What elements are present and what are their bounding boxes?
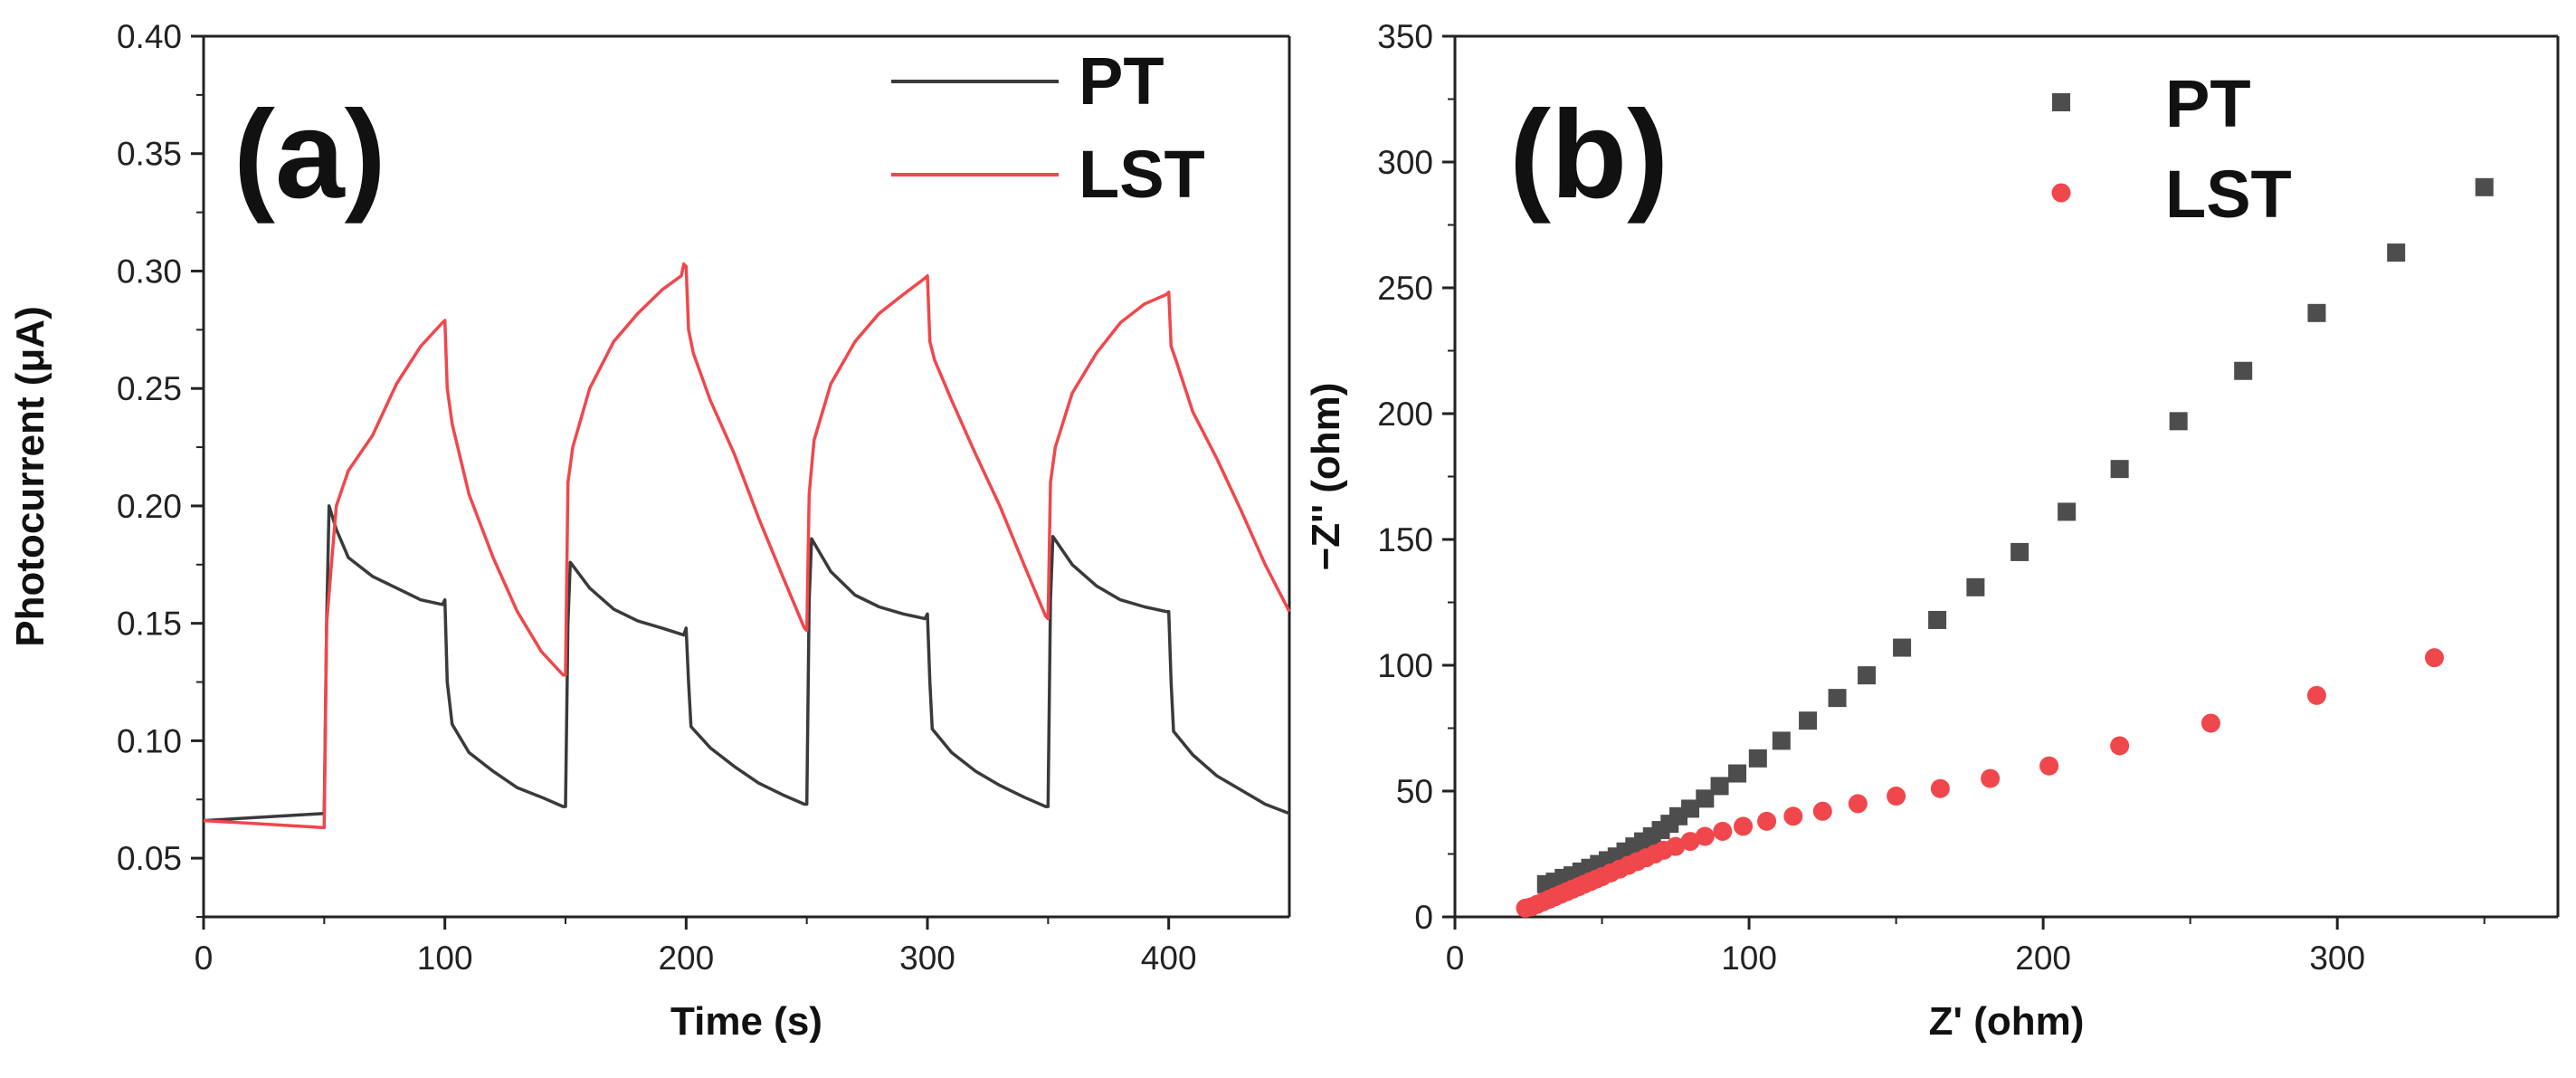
series-line-lst: [203, 262, 1291, 830]
x-axis-title: Z' (ohm): [1929, 999, 2085, 1044]
x-tick-label: 400: [1141, 940, 1197, 977]
y-tick-label: 350: [1377, 18, 1433, 55]
data-point-lst: [1734, 816, 1754, 836]
data-point-pt: [1928, 610, 1947, 629]
legend-marker-lst: [2051, 183, 2071, 203]
panel-label: (b): [1509, 85, 1668, 224]
legend-label-pt: PT: [1079, 43, 1164, 119]
data-point-lst: [1666, 836, 1686, 856]
y-tick-label: 100: [1377, 647, 1433, 684]
y-tick-label: 0.30: [117, 253, 182, 290]
data-point-lst: [1713, 821, 1733, 841]
data-point-pt: [1799, 711, 1818, 730]
data-point-pt: [1828, 689, 1847, 708]
panel-b-impedance-chart: 0 100 200 300 0 50 100 150 200 250 300 350 Z' (ohm) −…: [1304, 18, 2560, 1044]
data-point-pt: [1681, 799, 1700, 818]
data-point-lst: [1848, 794, 1868, 814]
data-point-lst: [2201, 713, 2220, 733]
data-point-pt: [1710, 777, 1729, 796]
x-tick-label: 0: [195, 940, 214, 977]
series-line-pt: [203, 504, 1290, 823]
data-point-pt: [1772, 731, 1791, 750]
data-point-pt: [1858, 666, 1877, 685]
data-point-lst: [2110, 736, 2130, 756]
data-point-lst: [1783, 806, 1803, 826]
data-point-pt: [2307, 303, 2326, 322]
data-point-lst: [1812, 801, 1832, 821]
y-tick-label: 0.05: [117, 840, 182, 877]
y-tick-label: 50: [1396, 773, 1433, 810]
data-point-pt: [2475, 177, 2494, 196]
data-point-pt: [2010, 542, 2029, 561]
legend-label-lst: LST: [1079, 137, 1205, 212]
data-point-lst: [1930, 778, 1950, 798]
y-axis-title: Photocurrent (μA): [8, 306, 52, 646]
y-tick-label: 0.20: [117, 488, 182, 525]
y-axis-title: −Z'' (ohm): [1304, 383, 1348, 571]
data-point-lst: [1680, 832, 1700, 852]
data-point-pt: [2169, 412, 2188, 431]
y-tick-label: 0.25: [117, 370, 182, 407]
data-point-pt: [1966, 577, 1985, 596]
y-tick-label: 0.15: [117, 606, 182, 643]
data-point-lst: [1981, 768, 2001, 788]
panel-label: (a): [233, 85, 386, 224]
y-tick-label: 300: [1377, 144, 1433, 181]
data-point-lst: [2306, 685, 2326, 705]
x-tick-label: 300: [2309, 940, 2365, 977]
x-axis-title: Time (s): [670, 999, 822, 1044]
data-point-pt: [2387, 243, 2406, 262]
y-tick-label: 150: [1377, 521, 1433, 558]
y-tick-label: 200: [1377, 396, 1433, 433]
legend-label-pt: PT: [2165, 66, 2251, 141]
x-tick-label: 100: [417, 940, 473, 977]
data-point-lst: [1757, 811, 1777, 831]
data-point-pt: [2110, 460, 2129, 479]
data-point-pt: [1728, 764, 1747, 783]
x-tick-label: 100: [1721, 940, 1777, 977]
y-tick-label: 0.10: [117, 722, 182, 759]
x-tick-label: 200: [658, 940, 714, 977]
y-tick-label: 0.35: [117, 136, 182, 173]
y-tick-label: 0.40: [117, 18, 182, 55]
legend-label-lst: LST: [2165, 157, 2292, 232]
legend-marker-pt: [2052, 93, 2070, 111]
data-point-pt: [1696, 789, 1715, 808]
data-point-lst: [2424, 648, 2444, 668]
data-point-lst: [2039, 756, 2059, 776]
data-point-lst: [1695, 826, 1715, 846]
panel-a-photocurrent-chart: 0 100 200 300 400 0.05 0.10 0.15 0.20 0.25 0.30 0.3…: [8, 18, 1291, 1044]
data-point-pt: [2234, 361, 2253, 380]
y-tick-label: 250: [1377, 270, 1433, 307]
y-tick-label: 0: [1414, 899, 1433, 936]
x-tick-label: 300: [899, 940, 955, 977]
data-point-pt: [1893, 638, 1912, 657]
data-point-lst: [1887, 787, 1906, 806]
x-tick-label: 0: [1446, 940, 1465, 977]
x-tick-label: 200: [2015, 940, 2071, 977]
data-point-pt: [1748, 749, 1767, 768]
data-point-pt: [2058, 502, 2077, 521]
